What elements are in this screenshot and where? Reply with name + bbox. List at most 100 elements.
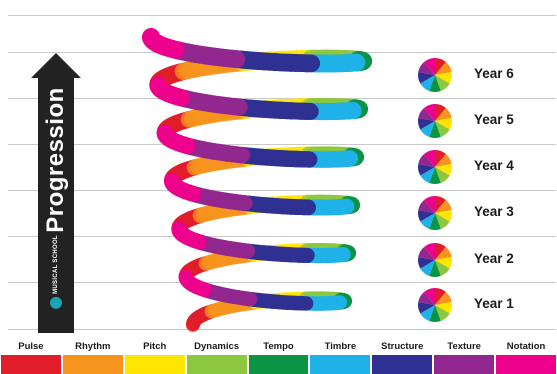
year-label: Year 5 [474,112,514,127]
legend-item-structure: Structure [372,341,433,374]
color-wheel-segment [435,167,450,183]
color-wheel-segment [435,164,452,176]
arrow-up-icon [31,53,81,78]
color-wheel-segment [418,153,435,167]
legend-label: Pulse [18,341,44,352]
color-wheel-segment [435,58,446,75]
color-wheel-segment [435,260,450,276]
color-wheel-segment [424,243,435,260]
musical-elements-legend: Pulse Rhythm Pitch Dynamics Tempo Timbre Struc… [0,341,557,374]
color-wheel-segment [435,246,452,260]
color-wheel-segment [418,257,435,269]
color-wheel-segment [420,167,435,183]
color-wheel-segment [435,288,446,305]
legend-swatch [248,355,309,374]
color-wheel-segment [435,121,450,137]
color-wheel-segment [435,199,452,213]
color-wheel-segment [435,61,452,75]
color-wheel-segment [418,118,435,130]
color-wheel-segment [418,291,435,305]
color-wheel-segment [435,72,452,84]
color-wheel-icon [418,58,452,92]
color-wheel-segment [435,75,450,91]
legend-label: Structure [381,341,424,352]
color-wheel-segment [424,196,435,213]
color-wheel-segment [418,107,435,121]
legend-item-tempo: Tempo [248,341,309,374]
color-wheel-segment [435,210,452,222]
legend-label: Notation [506,341,546,352]
color-wheel-segment [435,118,452,130]
divider-line [8,144,556,145]
legend-item-pitch: Pitch [124,341,185,374]
color-wheel-segment [435,302,452,314]
legend-swatch [186,355,247,374]
color-wheel-segment [418,61,435,75]
color-wheel-segment [429,260,441,277]
color-wheel-segment [420,305,435,321]
legend-swatch [372,355,433,374]
color-wheel-segment [420,121,435,137]
legend-swatch [124,355,185,374]
color-wheel-segment [418,302,435,314]
color-wheel-icon [418,104,452,138]
color-wheel-segment [429,213,441,230]
color-wheel-segment [429,167,441,184]
color-wheel-segment [435,257,452,269]
color-wheel-segment [418,246,435,260]
legend-swatch [496,355,556,374]
legend-label: Rhythm [75,341,111,352]
color-wheel-segment [418,210,435,222]
legend-label: Timbre [324,341,357,352]
color-wheel-segment [429,305,441,322]
color-wheel-segment [435,150,446,167]
legend-swatch [62,355,123,374]
divider-line [8,15,556,16]
color-wheel-segment [418,72,435,84]
color-wheel-segment [429,75,441,92]
color-wheel-segment [435,213,450,229]
divider-line [8,190,556,191]
color-wheel-segment [435,153,452,167]
color-wheel-segment [420,213,435,229]
divider-line [8,98,556,99]
color-wheel-icon [418,196,452,230]
legend-swatch [310,355,371,374]
legend-label: Dynamics [194,341,240,352]
legend-swatch [434,355,495,374]
legend-item-dynamics: Dynamics [186,341,247,374]
color-wheel-segment [424,288,435,305]
legend-label: Pitch [143,341,167,352]
progression-bar [38,75,74,333]
color-wheel-segment [435,243,446,260]
legend-item-notation: Notation [496,341,556,374]
divider-line [8,329,556,330]
legend-swatch [1,355,61,374]
year-label: Year 2 [474,251,514,266]
year-label: Year 6 [474,66,514,81]
color-wheel-icon [418,150,452,184]
color-wheel-segment [435,104,446,121]
color-wheel-segment [429,121,441,138]
color-wheel-segment [420,260,435,276]
divider-line [8,236,556,237]
color-wheel-icon [418,243,452,277]
color-wheel-segment [424,150,435,167]
color-wheel-segment [418,199,435,213]
color-wheel-segment [435,305,450,321]
color-wheel-icon [418,288,452,322]
year-label: Year 4 [474,158,514,173]
color-wheel-segment [435,196,446,213]
legend-label: Texture [447,341,481,352]
year-label: Year 1 [474,296,514,311]
legend-item-timbre: Timbre [310,341,371,374]
legend-item-rhythm: Rhythm [62,341,123,374]
legend-item-texture: Texture [434,341,495,374]
legend-item-pulse: Pulse [1,341,61,374]
year-label: Year 3 [474,204,514,219]
color-wheel-segment [435,107,452,121]
divider-line [8,282,556,283]
color-wheel-segment [424,104,435,121]
